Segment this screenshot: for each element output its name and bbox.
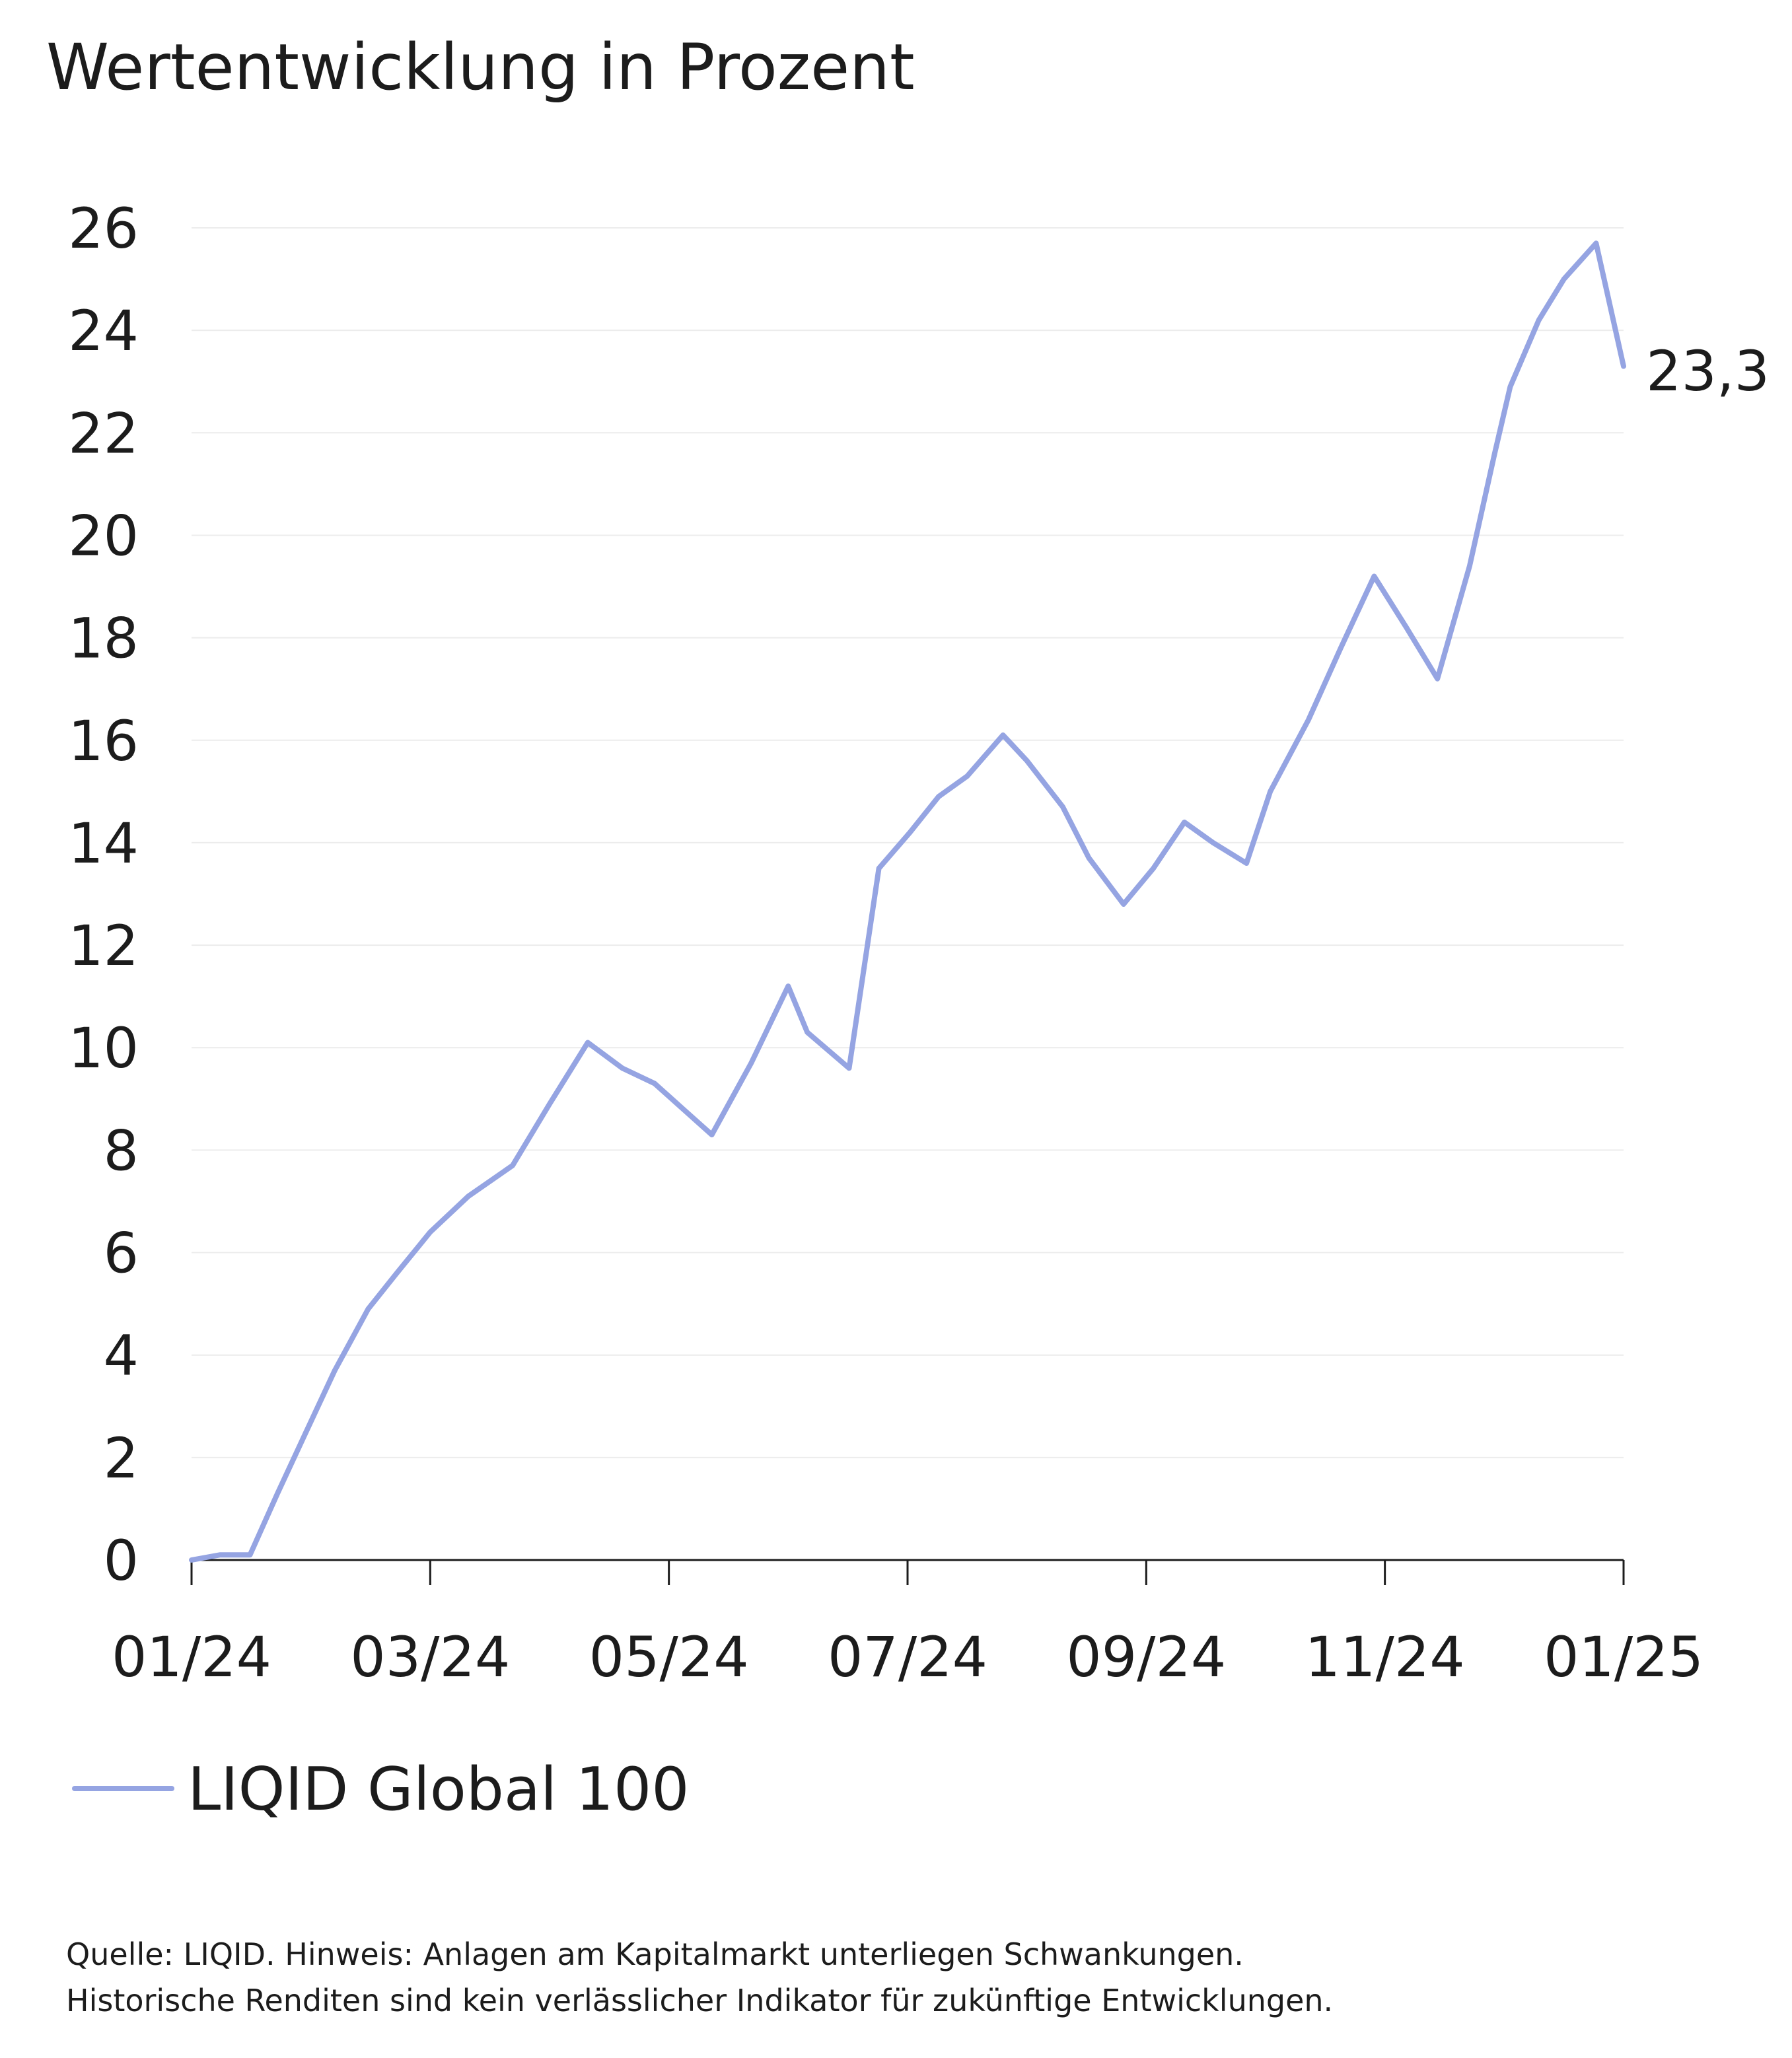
y-tick-label: 6 bbox=[104, 1221, 139, 1286]
y-tick-label: 0 bbox=[104, 1528, 139, 1593]
series-layer bbox=[189, 240, 1626, 1563]
x-tick-label: 07/24 bbox=[828, 1625, 987, 1689]
x-tick-label: 01/25 bbox=[1544, 1625, 1703, 1689]
chart-title: Wertentwicklung in Prozent bbox=[46, 30, 915, 104]
y-tick-label: 26 bbox=[68, 196, 139, 261]
y-tick-label: 10 bbox=[68, 1016, 139, 1081]
y-tick-label: 8 bbox=[104, 1118, 139, 1183]
y-tick-label: 12 bbox=[68, 913, 139, 978]
y-tick-label: 20 bbox=[68, 503, 139, 568]
end-value-label: 23,3 bbox=[1646, 339, 1770, 404]
y-tick-label: 14 bbox=[68, 811, 139, 876]
series-line-liqid-global-100 bbox=[189, 240, 1626, 1563]
x-tick-label: 11/24 bbox=[1305, 1625, 1465, 1689]
footnote-line-1: Quelle: LIQID. Hinweis: Anlagen am Kapit… bbox=[66, 1936, 1244, 1972]
y-tick-label: 16 bbox=[68, 709, 139, 773]
y-tick-label: 22 bbox=[68, 401, 139, 466]
x-tick-label: 01/24 bbox=[112, 1625, 271, 1689]
x-tick-label: 09/24 bbox=[1066, 1625, 1226, 1689]
x-tick-label: 05/24 bbox=[589, 1625, 749, 1689]
y-tick-label: 18 bbox=[68, 606, 139, 671]
gridlines bbox=[192, 227, 1624, 1458]
y-tick-label: 4 bbox=[104, 1324, 139, 1388]
footnote-line-2: Historische Renditen sind kein verlässli… bbox=[66, 1983, 1333, 2018]
legend-label: LIQID Global 100 bbox=[188, 1755, 689, 1824]
y-tick-label: 2 bbox=[104, 1426, 139, 1491]
x-tick-label: 03/24 bbox=[350, 1625, 510, 1689]
legend: LIQID Global 100 bbox=[72, 1755, 689, 1824]
x-axis-ticks: 01/24 03/24 05/24 07/24 09/24 11/24 01/25 bbox=[112, 1560, 1703, 1689]
y-tick-label: 24 bbox=[68, 299, 139, 363]
